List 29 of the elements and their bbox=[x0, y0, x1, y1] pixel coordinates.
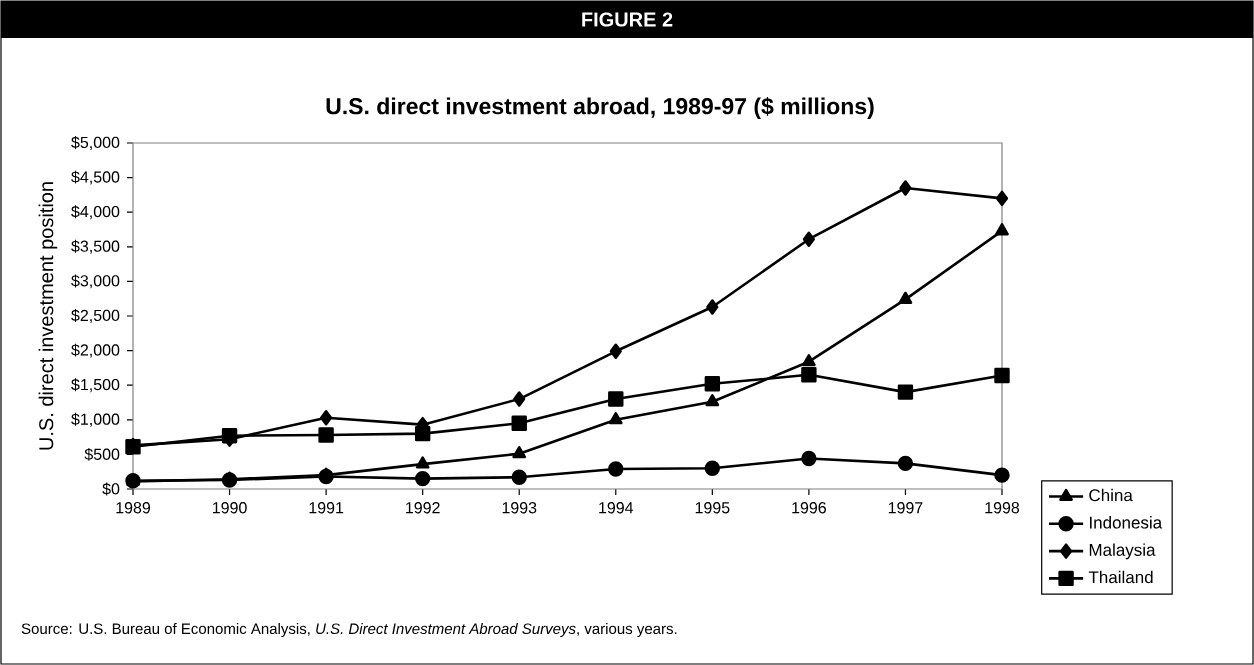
caption: FIGURE 2 bbox=[582, 12, 673, 27]
y-tick-label: $4,500 bbox=[71, 170, 120, 185]
y-tick-label: $1,500 bbox=[71, 378, 120, 393]
y-tick-label: $4,000 bbox=[71, 205, 120, 220]
x-tick-label: 1995 bbox=[695, 502, 730, 514]
x-tick-label: 1990 bbox=[212, 502, 247, 514]
y-tick-label: $500 bbox=[84, 447, 120, 461]
x-tick-label: 1998 bbox=[985, 502, 1020, 514]
x-tick-label: 1996 bbox=[792, 502, 826, 514]
legend-label: Thailand bbox=[1088, 570, 1153, 584]
y-tick-label: $2,500 bbox=[71, 309, 120, 323]
chart-title: U.S. direct investment abroad, 1989-97 ($ millions) bbox=[326, 97, 874, 119]
x-tick-label: 1991 bbox=[309, 502, 344, 514]
y-axis-title: U.S. direct investment position bbox=[38, 182, 58, 450]
y-tick-label: $1,000 bbox=[71, 412, 120, 427]
x-tick-label: 1997 bbox=[888, 502, 923, 514]
x-tick-label: 1993 bbox=[502, 502, 537, 514]
legend-label: Malaysia bbox=[1089, 543, 1156, 560]
x-tick-label: 1994 bbox=[599, 502, 634, 514]
y-tick-label: $3,500 bbox=[71, 239, 120, 254]
y-tick-label: $0 bbox=[102, 482, 120, 496]
legend-label: Indonesia bbox=[1090, 516, 1163, 529]
legend-label: China bbox=[1089, 488, 1133, 502]
y-tick-label: $5,000 bbox=[71, 136, 120, 150]
y-tick-label: $2,000 bbox=[71, 343, 120, 358]
x-tick-label: 1989 bbox=[116, 502, 151, 514]
source-note: Source: U.S. Bureau of Economic Analysis, U.S. Direct Investment Abroad Surveys, various years. bbox=[21, 623, 677, 637]
y-tick-label: $3,000 bbox=[71, 274, 120, 289]
x-tick-label: 1992 bbox=[406, 502, 440, 514]
